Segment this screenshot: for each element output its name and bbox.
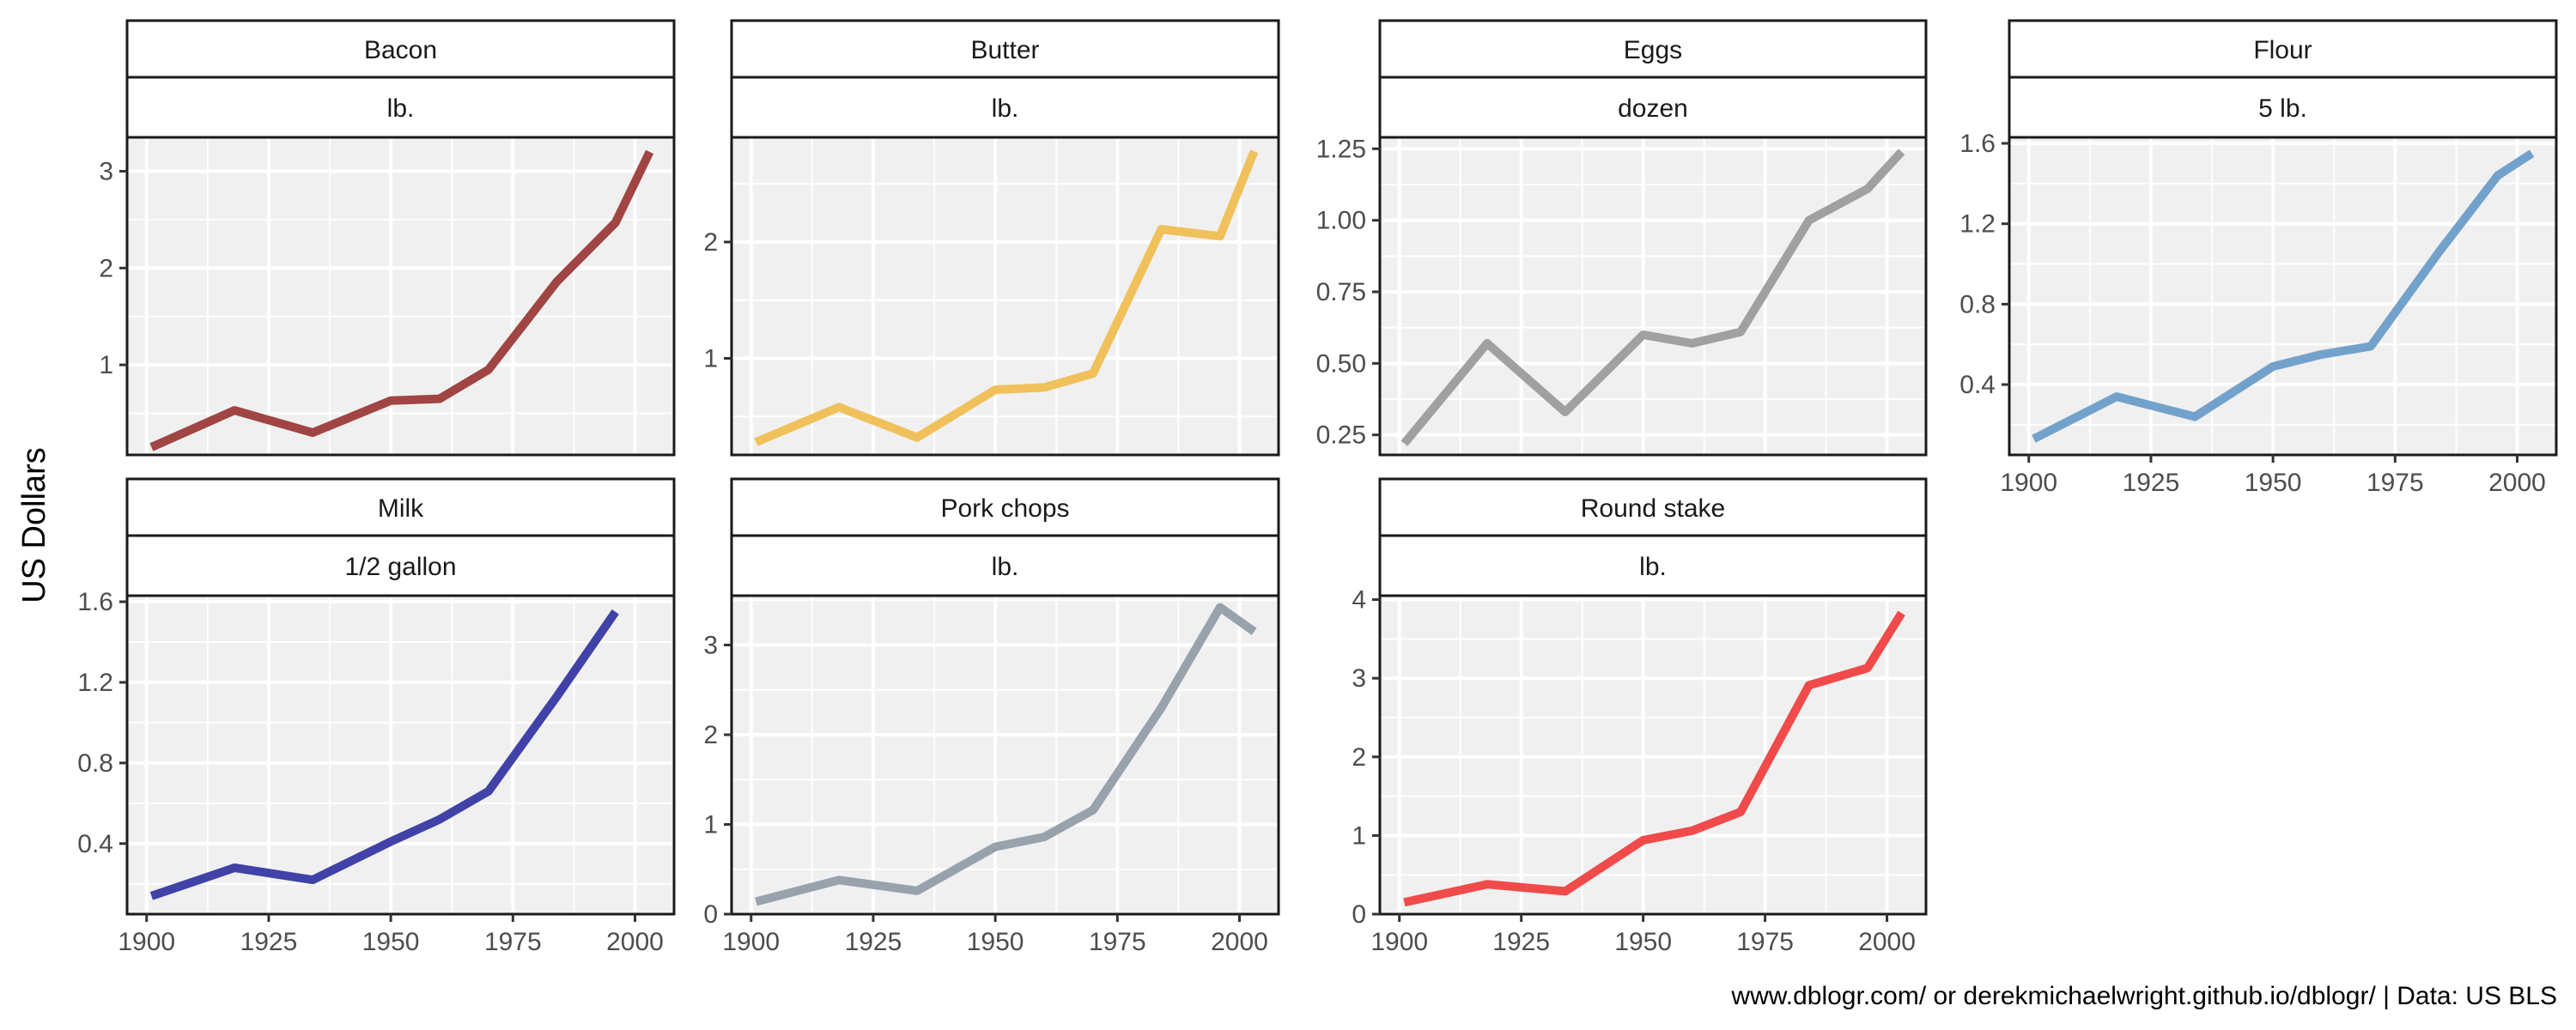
x-tick-label: 1900 <box>722 928 780 956</box>
facet-strip <box>730 76 1280 139</box>
facet-label: Eggs <box>1624 36 1682 64</box>
facet-label: Flour <box>2253 36 2312 64</box>
x-tick-label: 1925 <box>1492 928 1550 956</box>
plot-background <box>732 596 1279 914</box>
y-tick-label: 2 <box>703 721 718 749</box>
series-line-eggs <box>1400 148 1905 446</box>
facet-label: Round stake <box>1581 494 1725 523</box>
y-tick-label: 3 <box>1352 664 1366 693</box>
facet-strip <box>1378 477 1928 537</box>
unit-label: lb. <box>992 553 1019 581</box>
y-tick-label: 0.8 <box>77 749 113 778</box>
plot-background <box>1380 137 1926 455</box>
y-tick-label: 1.25 <box>1316 135 1366 163</box>
y-tick-label: 1 <box>703 345 718 373</box>
y-tick-label: 4 <box>1352 586 1366 615</box>
y-tick-label: 0 <box>1352 900 1366 929</box>
x-tick-label: 2000 <box>606 928 664 956</box>
y-tick-label: 0.25 <box>1316 421 1366 450</box>
y-tick-label: 3 <box>99 157 113 185</box>
x-tick-label: 1975 <box>2366 469 2424 497</box>
x-tick-label: 2000 <box>1858 928 1916 956</box>
y-tick-label: 1.00 <box>1316 207 1366 235</box>
panel-bacon: Bacon lb. 1 2 3 <box>99 19 676 457</box>
facet-label: Milk <box>378 494 424 523</box>
y-tick-label: 1.6 <box>77 588 113 616</box>
panel-eggs: Eggs dozen 0.25 0.50 0.75 1.00 1.25 <box>1316 19 1928 457</box>
y-tick-label: 3 <box>703 631 718 659</box>
series-line-milk <box>149 609 619 900</box>
facet-label: Bacon <box>364 36 437 64</box>
x-tick-label: 1925 <box>240 928 298 956</box>
panel-milk: Milk 1/2 gallon 0.4 0.8 1.2 1.6 1900 1925 1950 19… <box>77 477 676 956</box>
chart-panels: Bacon lb. 1 2 3 Butter lb. 1 2 Eggs dozen 0.25 0.50 0… <box>77 19 2558 956</box>
y-tick-label: 1.2 <box>1959 210 1996 239</box>
x-tick-label: 1950 <box>1614 928 1672 956</box>
plot-background <box>732 137 1279 455</box>
y-tick-label: 1.2 <box>77 669 113 697</box>
unit-label: dozen <box>1618 94 1688 123</box>
y-tick-label: 2 <box>1352 743 1366 772</box>
y-tick-label: 0.8 <box>1959 290 1996 318</box>
facet-label: Pork chops <box>940 494 1069 523</box>
series-line-bacon <box>149 149 654 451</box>
plot-background <box>127 596 674 914</box>
y-tick-label: 0.4 <box>77 830 113 858</box>
unit-label: 5 lb. <box>2258 94 2307 123</box>
x-tick-label: 1900 <box>1370 928 1428 956</box>
facet-label: Butter <box>970 36 1039 64</box>
unit-label: 1/2 gallon <box>344 553 456 581</box>
x-tick-label: 2000 <box>1211 928 1268 956</box>
y-tick-label: 2 <box>703 228 718 257</box>
x-tick-label: 1900 <box>118 928 175 956</box>
unit-label: lb. <box>387 94 415 123</box>
unit-label: lb. <box>992 94 1019 123</box>
facet-strip <box>1378 76 1928 139</box>
panel-pork-chops: Pork chops lb. 0 1 2 3 1900 1925 1950 1975 2000 <box>703 477 1280 956</box>
y-tick-label: 2 <box>99 254 113 282</box>
facet-strip <box>730 19 1280 79</box>
facet-strip <box>125 534 676 597</box>
caption: www.dblogr.com/ or derekmichaelwright.gi… <box>1730 982 2557 1010</box>
facet-strip <box>125 76 676 139</box>
x-tick-label: 1975 <box>1736 928 1794 956</box>
y-tick-label: 0 <box>703 900 718 929</box>
panel-round-stake: Round stake lb. 0 1 2 3 4 1900 1925 1950 1975 2000 <box>1352 477 1928 956</box>
series-line-pork-chops <box>755 603 1257 906</box>
facet-strip <box>1378 534 1928 597</box>
series-line-flour <box>2032 149 2535 443</box>
x-tick-label: 1975 <box>484 928 542 956</box>
x-tick-label: 1950 <box>967 928 1024 956</box>
y-tick-label: 0.50 <box>1316 349 1366 378</box>
facet-strip <box>2008 76 2558 139</box>
y-tick-label: 0.4 <box>1959 371 1996 399</box>
x-tick-label: 1925 <box>845 928 902 956</box>
plot-background <box>1380 596 1926 914</box>
y-tick-label: 1.6 <box>1959 130 1996 158</box>
y-tick-label: 1 <box>99 351 113 379</box>
panel-butter: Butter lb. 1 2 <box>703 19 1280 457</box>
panel-flour: Flour 5 lb. 0.4 0.8 1.2 1.6 1900 1925 1950 1975 20… <box>1959 19 2558 497</box>
plot-background <box>127 137 674 455</box>
y-axis-title: US Dollars <box>16 447 52 603</box>
series-line-round-stake <box>1403 610 1905 907</box>
x-tick-label: 2000 <box>2488 469 2546 497</box>
unit-label: lb. <box>1639 553 1667 581</box>
y-tick-label: 0.75 <box>1316 278 1366 306</box>
series-line-butter <box>754 149 1259 446</box>
y-tick-label: 1 <box>703 810 718 839</box>
facet-strip <box>730 534 1280 597</box>
x-tick-label: 1950 <box>362 928 420 956</box>
y-tick-label: 1 <box>1352 821 1366 850</box>
x-tick-label: 1900 <box>2000 469 2057 497</box>
x-tick-label: 1950 <box>2245 469 2302 497</box>
facet-strip <box>125 477 676 537</box>
x-tick-label: 1975 <box>1089 928 1146 956</box>
x-tick-label: 1925 <box>2123 469 2180 497</box>
